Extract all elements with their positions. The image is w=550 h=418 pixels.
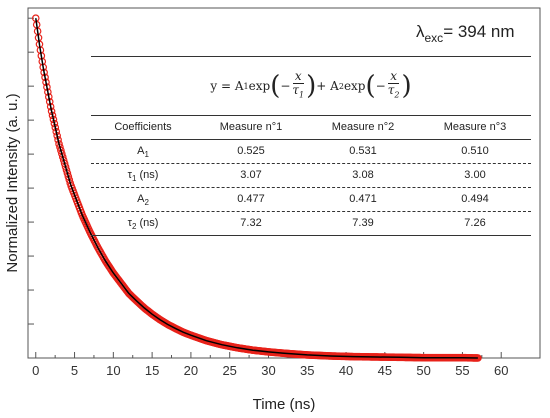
eq-frac2: x τ2 (388, 70, 400, 101)
data-point (59, 156, 68, 165)
table-cell: 0.510 (461, 145, 489, 157)
table-cell: 3.00 (464, 169, 486, 181)
x-axis-title: Time (ns) (253, 396, 316, 413)
table-row: τ2 (ns) 7.32 7.39 7.26 (91, 212, 531, 236)
fit-curve (35, 18, 478, 359)
data-point (58, 153, 67, 161)
table-cell: 7.26 (464, 217, 486, 229)
table-cell: 0.525 (237, 145, 265, 157)
x-tick-label: 25 (222, 363, 236, 378)
table-header: Coefficients Measure n°1 Measure n°2 Mea… (91, 116, 531, 140)
exc-subscript: exc (425, 31, 444, 45)
eq-lhs: y = A (210, 79, 244, 93)
x-tick-label: 45 (378, 363, 392, 378)
y-axis (28, 17, 34, 359)
eq-a2-sub: 2 (338, 81, 344, 91)
x-tick-label: 30 (261, 363, 275, 378)
lambda-symbol: λ (416, 22, 425, 41)
data-point (56, 143, 64, 151)
x-tick-label: 60 (494, 363, 508, 378)
eq-frac2-den: τ2 (387, 83, 400, 100)
data-point (64, 172, 73, 181)
table-cell: 0.531 (349, 145, 377, 157)
table-row: A2 0.477 0.471 0.494 (91, 188, 531, 212)
table-cell: 0.477 (237, 193, 265, 205)
eq-frac1-num: x (292, 69, 304, 85)
row-label: A2 (137, 193, 149, 208)
table-cell: 3.08 (352, 169, 374, 181)
table-row: A1 0.525 0.531 0.510 (91, 140, 531, 164)
eq-plus: + A (316, 79, 339, 93)
table-cell: 7.39 (352, 217, 374, 229)
header-measure-3: Measure n°3 (443, 121, 507, 133)
row-label: τ1 (ns) (127, 169, 159, 184)
eq-exp2: exp (343, 79, 366, 93)
x-tick-label: 35 (300, 363, 314, 378)
row-label: A1 (137, 145, 149, 160)
eq-exp1: exp (248, 79, 271, 93)
data-point (61, 162, 70, 171)
table-cell: 7.32 (240, 217, 262, 229)
x-tick-label: 0 (32, 363, 39, 378)
x-tick-label: 15 (145, 363, 159, 378)
table-cell: 0.494 (461, 193, 489, 205)
eq-frac1-den: τ1 (292, 83, 305, 100)
y-axis-title: Normalized Intensity (a. u.) (4, 93, 21, 272)
eq-frac1: x τ1 (292, 70, 304, 101)
row-label: τ2 (ns) (127, 217, 159, 232)
header-coefficients: Coefficients (114, 121, 172, 133)
eq-frac2-num: x (388, 69, 399, 85)
exc-value: = 394 nm (443, 22, 514, 41)
x-tick-label: 40 (339, 363, 353, 378)
data-point (60, 159, 69, 168)
x-tick-label: 55 (455, 363, 469, 378)
data-point (63, 169, 72, 178)
x-tick-label: 50 (416, 363, 430, 378)
x-tick-label: 10 (106, 363, 120, 378)
data-point (62, 166, 71, 174)
table-cell: 0.471 (349, 193, 377, 205)
x-tick-label: 5 (71, 363, 78, 378)
header-measure-2: Measure n°2 (331, 121, 395, 133)
header-measure-1: Measure n°1 (219, 121, 283, 133)
x-tick-label: 20 (184, 363, 198, 378)
excitation-label: λexc= 394 nm (416, 22, 515, 45)
table-row: τ1 (ns) 3.07 3.08 3.00 (91, 164, 531, 188)
plot-frame (27, 7, 541, 359)
x-axis: 0 5 10 15 20 25 30 35 40 45 50 55 60 (32, 352, 508, 378)
table-cell: 3.07 (240, 169, 262, 181)
data-point (58, 149, 66, 158)
data-point (57, 146, 65, 155)
eq-a1-sub: 1 (243, 81, 249, 91)
